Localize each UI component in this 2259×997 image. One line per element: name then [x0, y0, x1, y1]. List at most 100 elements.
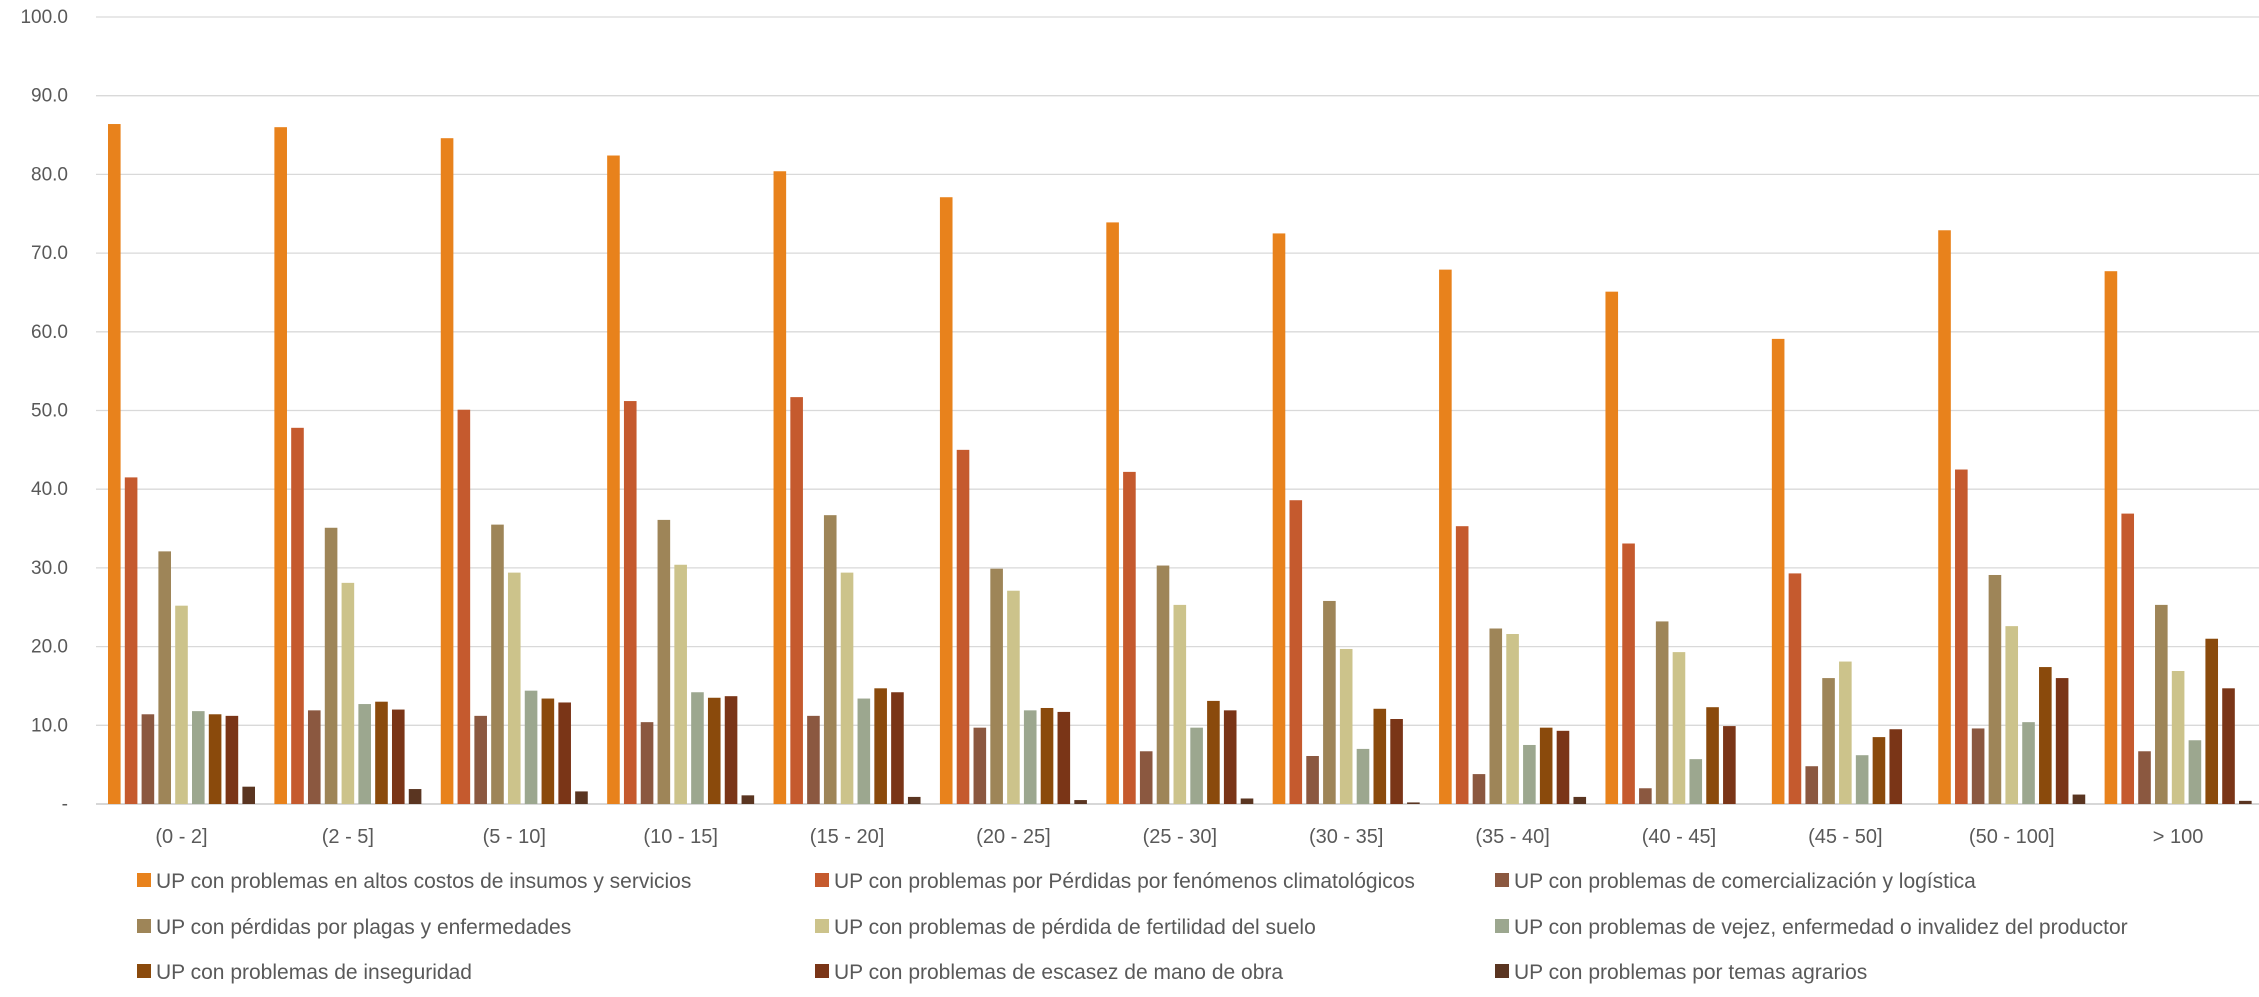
bar — [1988, 574, 2002, 804]
bar — [1106, 222, 1119, 805]
x-category-label: (5 - 10] — [483, 826, 546, 848]
y-tick-label: 40.0 — [31, 479, 68, 500]
legend-item: UP con problemas de vejez, enfermedad o … — [1495, 916, 2128, 939]
bar — [192, 711, 205, 804]
bar — [1523, 744, 1536, 804]
bar — [790, 397, 803, 804]
legend-label: UP con problemas de inseguridad — [156, 961, 472, 984]
bar — [124, 477, 138, 804]
bar — [657, 519, 671, 804]
x-category-label: (25 - 30] — [1143, 826, 1217, 848]
bar — [375, 701, 388, 804]
bar — [1356, 748, 1370, 804]
bar — [840, 572, 854, 804]
bar — [225, 715, 239, 804]
bar — [1240, 798, 1254, 804]
bar — [2222, 688, 2235, 804]
bar — [607, 155, 620, 805]
legend-item: UP con problemas de inseguridad — [137, 961, 472, 984]
y-tick-label: 70.0 — [31, 243, 68, 264]
x-category-label: (50 - 100] — [1969, 826, 2055, 848]
bar — [1074, 800, 1087, 804]
bar — [2072, 794, 2086, 804]
bar — [1788, 573, 1802, 804]
bar — [1472, 774, 1486, 804]
y-tick-label: 10.0 — [31, 715, 68, 736]
bar — [1489, 628, 1503, 804]
bar — [857, 698, 871, 804]
bar — [674, 564, 687, 804]
x-category-label: (40 - 45] — [1642, 826, 1716, 848]
legend-item: UP con problemas por temas agrarios — [1495, 961, 1867, 984]
bar — [1872, 737, 1886, 804]
bar — [108, 124, 121, 805]
bar — [939, 197, 953, 804]
legend-item: UP con problemas en altos costos de insu… — [137, 870, 691, 893]
bar — [1455, 526, 1469, 804]
bar — [990, 568, 1003, 804]
bar — [242, 786, 255, 804]
legend-swatch — [137, 873, 151, 887]
y-tick-label: 30.0 — [31, 558, 68, 579]
y-tick-label: 80.0 — [31, 164, 68, 185]
bar — [208, 714, 222, 804]
bar — [1207, 700, 1220, 804]
bar — [691, 692, 704, 804]
bar — [1723, 726, 1736, 804]
bar — [773, 171, 787, 804]
bar — [640, 722, 654, 804]
legend-swatch — [137, 964, 151, 978]
bar — [1938, 230, 1951, 805]
bar — [1023, 710, 1037, 804]
bar — [408, 789, 422, 804]
bar — [1605, 291, 1619, 805]
bar — [1272, 233, 1286, 805]
legend-label: UP con problemas de vejez, enfermedad o … — [1514, 916, 2128, 939]
x-category-label: > 100 — [2153, 826, 2204, 848]
bar — [1040, 707, 1054, 804]
bar — [623, 401, 637, 804]
legend-label: UP con problemas por Pérdidas por fenóme… — [834, 870, 1415, 893]
bar — [741, 795, 755, 804]
bar — [1156, 565, 1170, 804]
legend-swatch — [815, 919, 829, 933]
bar — [1889, 729, 1903, 804]
bar — [2138, 751, 2151, 804]
bar — [1323, 600, 1336, 804]
legend-swatch — [1495, 873, 1509, 887]
bar — [2039, 667, 2052, 804]
bar — [1007, 590, 1020, 804]
bar — [440, 138, 454, 804]
bar — [973, 727, 987, 804]
bar — [2055, 678, 2069, 804]
legend: UP con problemas en altos costos de insu… — [137, 870, 2128, 984]
bar — [1556, 730, 1570, 804]
y-tick-label: 60.0 — [31, 322, 68, 343]
bar — [341, 582, 355, 804]
bar — [1407, 802, 1420, 804]
bar — [1390, 719, 1403, 804]
x-category-label: (2 - 5] — [322, 826, 374, 848]
legend-label: UP con problemas de pérdida de fertilida… — [834, 916, 1316, 939]
bar — [1805, 766, 1819, 804]
bar — [558, 702, 571, 804]
bar — [2155, 604, 2168, 804]
legend-item: UP con problemas de comercialización y l… — [1495, 870, 1976, 893]
bar — [1190, 727, 1203, 804]
y-tick-label: 50.0 — [31, 401, 68, 422]
bar — [1855, 755, 1869, 804]
bar — [1339, 648, 1353, 804]
legend-swatch — [815, 964, 829, 978]
bar — [707, 697, 721, 804]
bar — [491, 524, 504, 804]
bar — [324, 527, 338, 804]
bar — [1506, 634, 1519, 804]
bar — [141, 714, 155, 804]
legend-swatch — [1495, 919, 1509, 933]
bar — [724, 696, 738, 804]
legend-label: UP con pérdidas por plagas y enfermedade… — [156, 916, 571, 939]
bar — [507, 572, 521, 804]
bar — [307, 710, 321, 804]
